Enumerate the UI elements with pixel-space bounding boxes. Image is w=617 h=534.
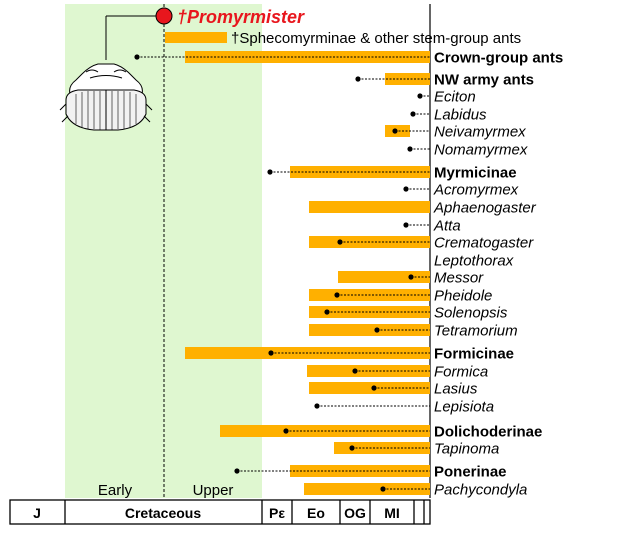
epoch-oligocene: OG <box>344 505 366 521</box>
stem-group-bar <box>165 32 227 43</box>
first-fossil-dot <box>410 111 416 117</box>
taxon-label: Aphaenogaster <box>433 200 537 217</box>
first-fossil-dot <box>380 486 386 492</box>
taxon-row-aphaenogaster: Aphaenogaster <box>309 200 537 217</box>
timescale-bar: J Cretaceous Pε Eo OG MI <box>9 499 431 525</box>
taxon-row-dolichoderinae: Dolichoderinae <box>220 424 542 441</box>
taxon-row-formicinae: Formicinae <box>185 346 514 363</box>
taxon-row-nomamyrmex: Nomamyrmex <box>407 142 528 159</box>
epoch-paleocene: Pε <box>269 505 285 521</box>
taxon-row-myrmicinae: Myrmicinae <box>267 165 517 182</box>
taxon-label: Tetramorium <box>434 323 518 340</box>
first-fossil-dot <box>407 146 413 152</box>
range-bar <box>309 324 430 336</box>
range-bar <box>307 365 430 377</box>
taxon-label: Acromyrmex <box>433 182 519 199</box>
range-bar <box>304 483 430 495</box>
first-fossil-dot <box>334 292 340 298</box>
first-fossil-dot <box>355 76 361 82</box>
taxon-label: Ponerinae <box>434 464 507 481</box>
first-fossil-dot <box>314 403 320 409</box>
taxon-label: Crown-group ants <box>434 50 563 67</box>
taxon-row-ponerinae: Ponerinae <box>234 464 507 481</box>
taxon-label: Dolichoderinae <box>434 424 542 441</box>
taxon-label: Neivamyrmex <box>434 124 526 141</box>
first-fossil-dot <box>234 468 240 474</box>
first-fossil-dot <box>371 385 377 391</box>
epoch-miocene: MI <box>384 505 400 521</box>
range-bar <box>309 201 430 213</box>
taxon-label: Lepisiota <box>434 399 494 416</box>
taxon-label: Myrmicinae <box>434 165 517 182</box>
first-fossil-dot <box>374 327 380 333</box>
taxon-row-pheidole: Pheidole <box>309 288 492 305</box>
upper-label: Upper <box>193 482 234 499</box>
taxon-label: Lasius <box>434 381 478 398</box>
first-fossil-dot <box>392 128 398 134</box>
taxon-row-atta: Atta <box>403 218 461 235</box>
period-cretaceous: Cretaceous <box>125 505 201 521</box>
first-fossil-dot <box>283 428 289 434</box>
taxon-label: Atta <box>433 218 461 235</box>
taxon-label: Crematogaster <box>434 235 534 252</box>
taxon-label: Tapinoma <box>434 441 499 458</box>
taxon-row-neivamyrmex: Neivamyrmex <box>385 124 526 141</box>
taxon-label: Nomamyrmex <box>434 142 528 159</box>
taxon-row-pachycondyla: Pachycondyla <box>304 482 527 499</box>
stem-group-label: †Sphecomyrminae & other stem-group ants <box>231 30 521 47</box>
fossil-label: †Promyrmister <box>177 7 305 27</box>
first-fossil-dot <box>352 368 358 374</box>
beetle-fossil-icon <box>59 63 153 131</box>
taxon-row-crematogaster: Crematogaster <box>309 235 534 252</box>
taxon-row-tapinoma: Tapinoma <box>334 441 499 458</box>
taxon-row-lasius: Lasius <box>309 381 478 398</box>
taxon-row-nw-army-ants: NW army ants <box>355 72 534 89</box>
taxon-row-labidus: Labidus <box>410 107 487 124</box>
first-fossil-dot <box>403 222 409 228</box>
taxon-label: Eciton <box>434 89 476 106</box>
range-bar <box>185 51 430 63</box>
taxon-label: Leptothorax <box>434 253 514 270</box>
first-fossil-dot <box>134 54 140 60</box>
range-bar <box>309 382 430 394</box>
epoch-eocene: Eo <box>307 505 325 521</box>
taxon-label: Formica <box>434 364 488 381</box>
taxon-label: Formicinae <box>434 346 514 363</box>
taxon-label: NW army ants <box>434 72 534 89</box>
first-fossil-dot <box>324 309 330 315</box>
first-fossil-dot <box>268 350 274 356</box>
taxon-label: Solenopsis <box>434 305 508 322</box>
first-fossil-dot <box>349 445 355 451</box>
taxon-label: Pheidole <box>434 288 492 305</box>
taxon-row-leptothorax: Leptothorax <box>434 253 514 270</box>
period-jurassic: J <box>33 505 41 521</box>
taxon-row-crown-group-ants: Crown-group ants <box>134 50 563 67</box>
taxon-row-formica: Formica <box>307 364 488 381</box>
taxon-row-lepisiota: Lepisiota <box>314 399 494 416</box>
first-fossil-dot <box>337 239 343 245</box>
fossil-marker <box>155 7 173 25</box>
taxon-rows: Crown-group ants NW army antsEcitonLabidu… <box>134 50 563 499</box>
taxon-row-solenopsis: Solenopsis <box>309 305 508 322</box>
first-fossil-dot <box>403 186 409 192</box>
first-fossil-dot <box>408 274 414 280</box>
taxon-row-messor: Messor <box>338 270 484 287</box>
range-bar <box>338 271 430 283</box>
early-label: Early <box>98 482 133 499</box>
first-fossil-dot <box>267 169 273 175</box>
taxon-row-tetramorium: Tetramorium <box>309 323 518 340</box>
taxon-row-eciton: Eciton <box>417 89 476 106</box>
taxon-label: Pachycondyla <box>434 482 527 499</box>
taxon-label: Messor <box>434 270 484 287</box>
first-fossil-dot <box>417 93 423 99</box>
taxon-row-acromyrmex: Acromyrmex <box>403 182 519 199</box>
range-bar <box>290 166 430 178</box>
taxon-label: Labidus <box>434 107 487 124</box>
